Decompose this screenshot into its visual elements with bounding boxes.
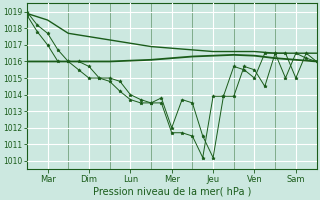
X-axis label: Pression niveau de la mer( hPa ): Pression niveau de la mer( hPa )	[92, 187, 251, 197]
